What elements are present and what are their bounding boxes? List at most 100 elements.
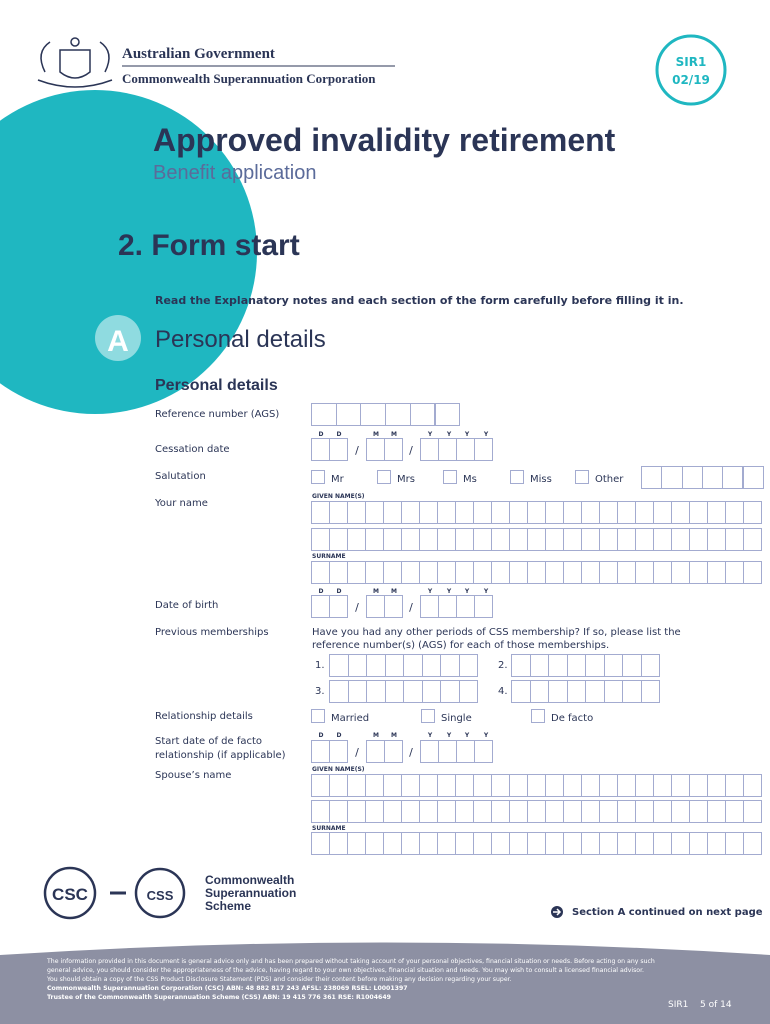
checkbox[interactable]: [311, 470, 325, 484]
input-box[interactable]: [722, 466, 744, 489]
input-box[interactable]: [438, 740, 457, 763]
input-box[interactable]: [548, 680, 568, 703]
input-box[interactable]: [563, 501, 582, 524]
input-box[interactable]: [401, 774, 420, 797]
input-box[interactable]: [599, 774, 618, 797]
input-box[interactable]: [622, 680, 642, 703]
input-box[interactable]: [653, 528, 672, 551]
input-box[interactable]: [509, 800, 528, 823]
input-box[interactable]: [653, 800, 672, 823]
input-box[interactable]: [707, 501, 726, 524]
input-box[interactable]: [311, 740, 330, 763]
input-box[interactable]: [455, 501, 474, 524]
input-box[interactable]: [419, 800, 438, 823]
input-box[interactable]: [421, 680, 441, 703]
input-box[interactable]: [563, 832, 582, 855]
input-box[interactable]: [473, 832, 492, 855]
input-box[interactable]: [347, 561, 366, 584]
input-box[interactable]: [599, 800, 618, 823]
input-box[interactable]: [545, 501, 564, 524]
input-box[interactable]: [329, 561, 348, 584]
input-box[interactable]: [474, 740, 493, 763]
input-box[interactable]: [527, 528, 546, 551]
input-box[interactable]: [529, 654, 549, 677]
input-box[interactable]: [401, 561, 420, 584]
input-box[interactable]: [419, 561, 438, 584]
input-box[interactable]: [384, 680, 404, 703]
input-box[interactable]: [329, 740, 348, 763]
input-box[interactable]: [456, 595, 475, 618]
input-box[interactable]: [311, 501, 330, 524]
input-box[interactable]: [599, 501, 618, 524]
checkbox[interactable]: [575, 470, 589, 484]
input-box[interactable]: [401, 832, 420, 855]
input-box[interactable]: [689, 832, 708, 855]
input-box[interactable]: [581, 501, 600, 524]
input-box[interactable]: [527, 774, 546, 797]
input-box[interactable]: [491, 800, 510, 823]
input-box[interactable]: [725, 561, 744, 584]
input-box[interactable]: [640, 680, 660, 703]
input-box[interactable]: [527, 832, 546, 855]
input-box[interactable]: [473, 561, 492, 584]
input-box[interactable]: [689, 528, 708, 551]
input-box[interactable]: [311, 800, 330, 823]
input-box[interactable]: [581, 528, 600, 551]
input-box[interactable]: [329, 832, 348, 855]
input-box[interactable]: [545, 528, 564, 551]
input-box[interactable]: [653, 774, 672, 797]
input-box[interactable]: [743, 561, 762, 584]
input-box[interactable]: [329, 800, 348, 823]
input-box[interactable]: [311, 774, 330, 797]
input-box[interactable]: [329, 528, 348, 551]
input-box[interactable]: [440, 680, 460, 703]
input-box[interactable]: [599, 528, 618, 551]
input-box[interactable]: [622, 654, 642, 677]
input-box[interactable]: [474, 438, 493, 461]
input-box[interactable]: [347, 832, 366, 855]
input-box[interactable]: [653, 832, 672, 855]
input-box[interactable]: [458, 654, 478, 677]
input-box[interactable]: [335, 403, 362, 426]
input-box[interactable]: [743, 800, 762, 823]
input-box[interactable]: [437, 528, 456, 551]
checkbox[interactable]: [510, 470, 524, 484]
input-box[interactable]: [511, 680, 531, 703]
input-box[interactable]: [384, 654, 404, 677]
input-box[interactable]: [383, 832, 402, 855]
input-box[interactable]: [548, 654, 568, 677]
input-box[interactable]: [603, 654, 623, 677]
input-box[interactable]: [455, 832, 474, 855]
input-box[interactable]: [329, 501, 348, 524]
input-box[interactable]: [365, 501, 384, 524]
input-box[interactable]: [661, 466, 683, 489]
input-box[interactable]: [419, 832, 438, 855]
input-box[interactable]: [689, 501, 708, 524]
input-box[interactable]: [384, 740, 403, 763]
input-box[interactable]: [563, 774, 582, 797]
input-box[interactable]: [581, 561, 600, 584]
input-box[interactable]: [725, 501, 744, 524]
input-box[interactable]: [527, 561, 546, 584]
input-box[interactable]: [581, 774, 600, 797]
input-box[interactable]: [365, 528, 384, 551]
input-box[interactable]: [653, 501, 672, 524]
input-box[interactable]: [689, 800, 708, 823]
input-box[interactable]: [635, 832, 654, 855]
input-box[interactable]: [383, 561, 402, 584]
input-box[interactable]: [347, 800, 366, 823]
input-box[interactable]: [681, 466, 703, 489]
input-box[interactable]: [725, 774, 744, 797]
checkbox[interactable]: [443, 470, 457, 484]
input-box[interactable]: [384, 595, 403, 618]
input-box[interactable]: [585, 680, 605, 703]
input-box[interactable]: [383, 528, 402, 551]
input-box[interactable]: [365, 800, 384, 823]
input-box[interactable]: [420, 438, 439, 461]
input-box[interactable]: [671, 774, 690, 797]
input-box[interactable]: [599, 832, 618, 855]
input-box[interactable]: [707, 832, 726, 855]
input-box[interactable]: [509, 832, 528, 855]
input-box[interactable]: [617, 832, 636, 855]
input-box[interactable]: [689, 561, 708, 584]
